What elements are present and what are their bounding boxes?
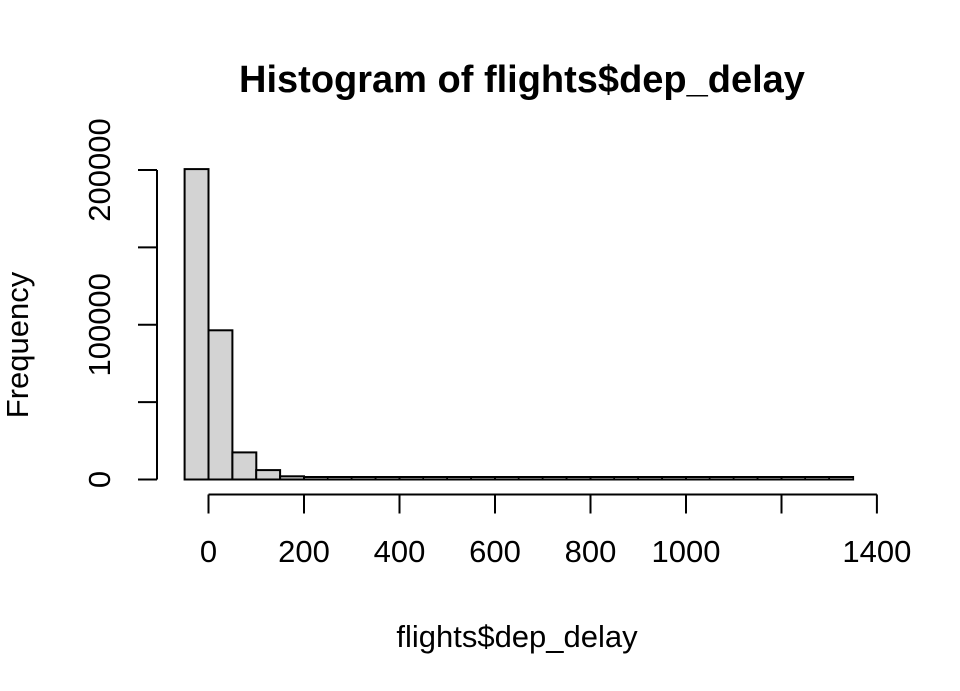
histogram-bar <box>804 476 831 481</box>
histogram-bar <box>565 476 592 481</box>
x-tick-label: 800 <box>565 534 617 569</box>
y-tick-label: 0 <box>82 471 117 488</box>
histogram-bar <box>470 476 497 481</box>
histogram-bar <box>637 476 664 481</box>
y-axis-title: Frequency <box>0 271 35 418</box>
histogram-bar <box>732 476 759 481</box>
histogram-bar <box>828 476 855 481</box>
histogram-bar <box>756 476 783 481</box>
histogram-bar <box>446 476 473 481</box>
y-tick-label: 100000 <box>82 273 117 376</box>
histogram-bar <box>708 476 735 481</box>
x-axis-title: flights$dep_delay <box>396 619 638 654</box>
histogram-bar <box>541 476 568 481</box>
histogram-bar <box>422 476 449 481</box>
plot-axes: 0 200 400 600 800 1000 1400 0 100000 200000 <box>82 118 911 569</box>
histogram-bar <box>326 476 353 481</box>
x-tick-label: 0 <box>200 534 217 569</box>
histogram-bar <box>494 476 520 481</box>
histogram-bar <box>685 476 711 481</box>
histogram-bar <box>207 329 234 481</box>
histogram-bar <box>374 476 401 481</box>
histogram-bar <box>517 476 544 481</box>
histogram-bar <box>780 476 807 481</box>
histogram-bar <box>398 476 425 481</box>
y-tick-label: 200000 <box>82 118 117 221</box>
histogram-bar <box>350 476 377 481</box>
x-tick-label: 600 <box>469 534 521 569</box>
histogram-bar <box>613 476 640 481</box>
histogram-bar <box>279 475 306 481</box>
histogram-bar <box>231 451 258 481</box>
x-tick-label: 200 <box>278 534 330 569</box>
histogram-bar <box>183 168 210 481</box>
histogram-bar <box>589 476 616 481</box>
histogram-bars <box>183 168 855 481</box>
histogram-bar <box>661 476 687 481</box>
x-tick-label: 1000 <box>652 534 721 569</box>
histogram-bar <box>303 476 329 481</box>
x-tick-label: 400 <box>374 534 426 569</box>
x-tick-label: 1400 <box>842 534 911 569</box>
chart-title: Histogram of flights$dep_delay <box>239 59 805 101</box>
histogram-bar <box>255 469 282 481</box>
